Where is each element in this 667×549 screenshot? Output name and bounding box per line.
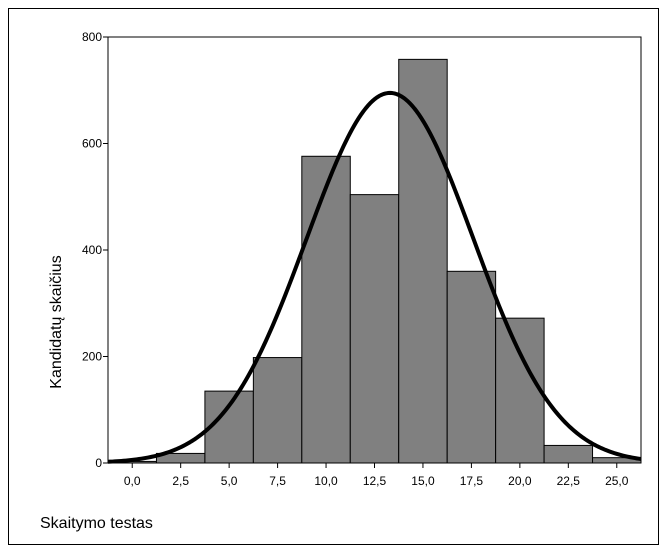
y-tick-label: 0	[95, 456, 102, 470]
x-tick-label: 2,5	[172, 474, 189, 488]
histogram-bar-8	[495, 317, 545, 464]
x-tick-label: 0,0	[124, 474, 141, 488]
y-tick-label: 400	[82, 243, 102, 257]
bars-group	[107, 58, 642, 464]
x-tick-label: 15,0	[411, 474, 435, 488]
y-tick-label: 200	[82, 350, 102, 364]
y-axis-title: Kandidatų skaičius	[48, 255, 65, 388]
x-tick-label: 20,0	[508, 474, 532, 488]
histogram-bar-3	[252, 357, 303, 464]
x-tick-label: 5,0	[221, 474, 238, 488]
x-tick-label: 25,0	[605, 474, 629, 488]
x-tick-label: 12,5	[363, 474, 387, 488]
x-tick-label: 22,5	[557, 474, 581, 488]
x-tick-label: 7,5	[269, 474, 286, 488]
x-tick-label: 17,5	[460, 474, 484, 488]
y-tick-label: 800	[82, 30, 102, 44]
y-axis-ticks: 0 200 400 600 800	[82, 30, 108, 470]
curve-group	[107, 90, 642, 464]
y-tick-label: 600	[82, 137, 102, 151]
histogram-bar-6	[398, 58, 448, 464]
x-axis-ticks: 0,0 2,5 5,0 7,5 10,0 12,5 15,0 17,5 20,0 22,5 25,0	[124, 463, 629, 488]
x-axis-title: Skaitymo testas	[40, 515, 153, 532]
histogram-bar-9	[543, 444, 594, 464]
histogram-bar-7	[446, 270, 497, 464]
normal-curve	[107, 90, 642, 464]
histogram-bar-5	[349, 194, 400, 464]
histogram-bar-4	[301, 155, 351, 464]
x-tick-label: 10,0	[314, 474, 338, 488]
